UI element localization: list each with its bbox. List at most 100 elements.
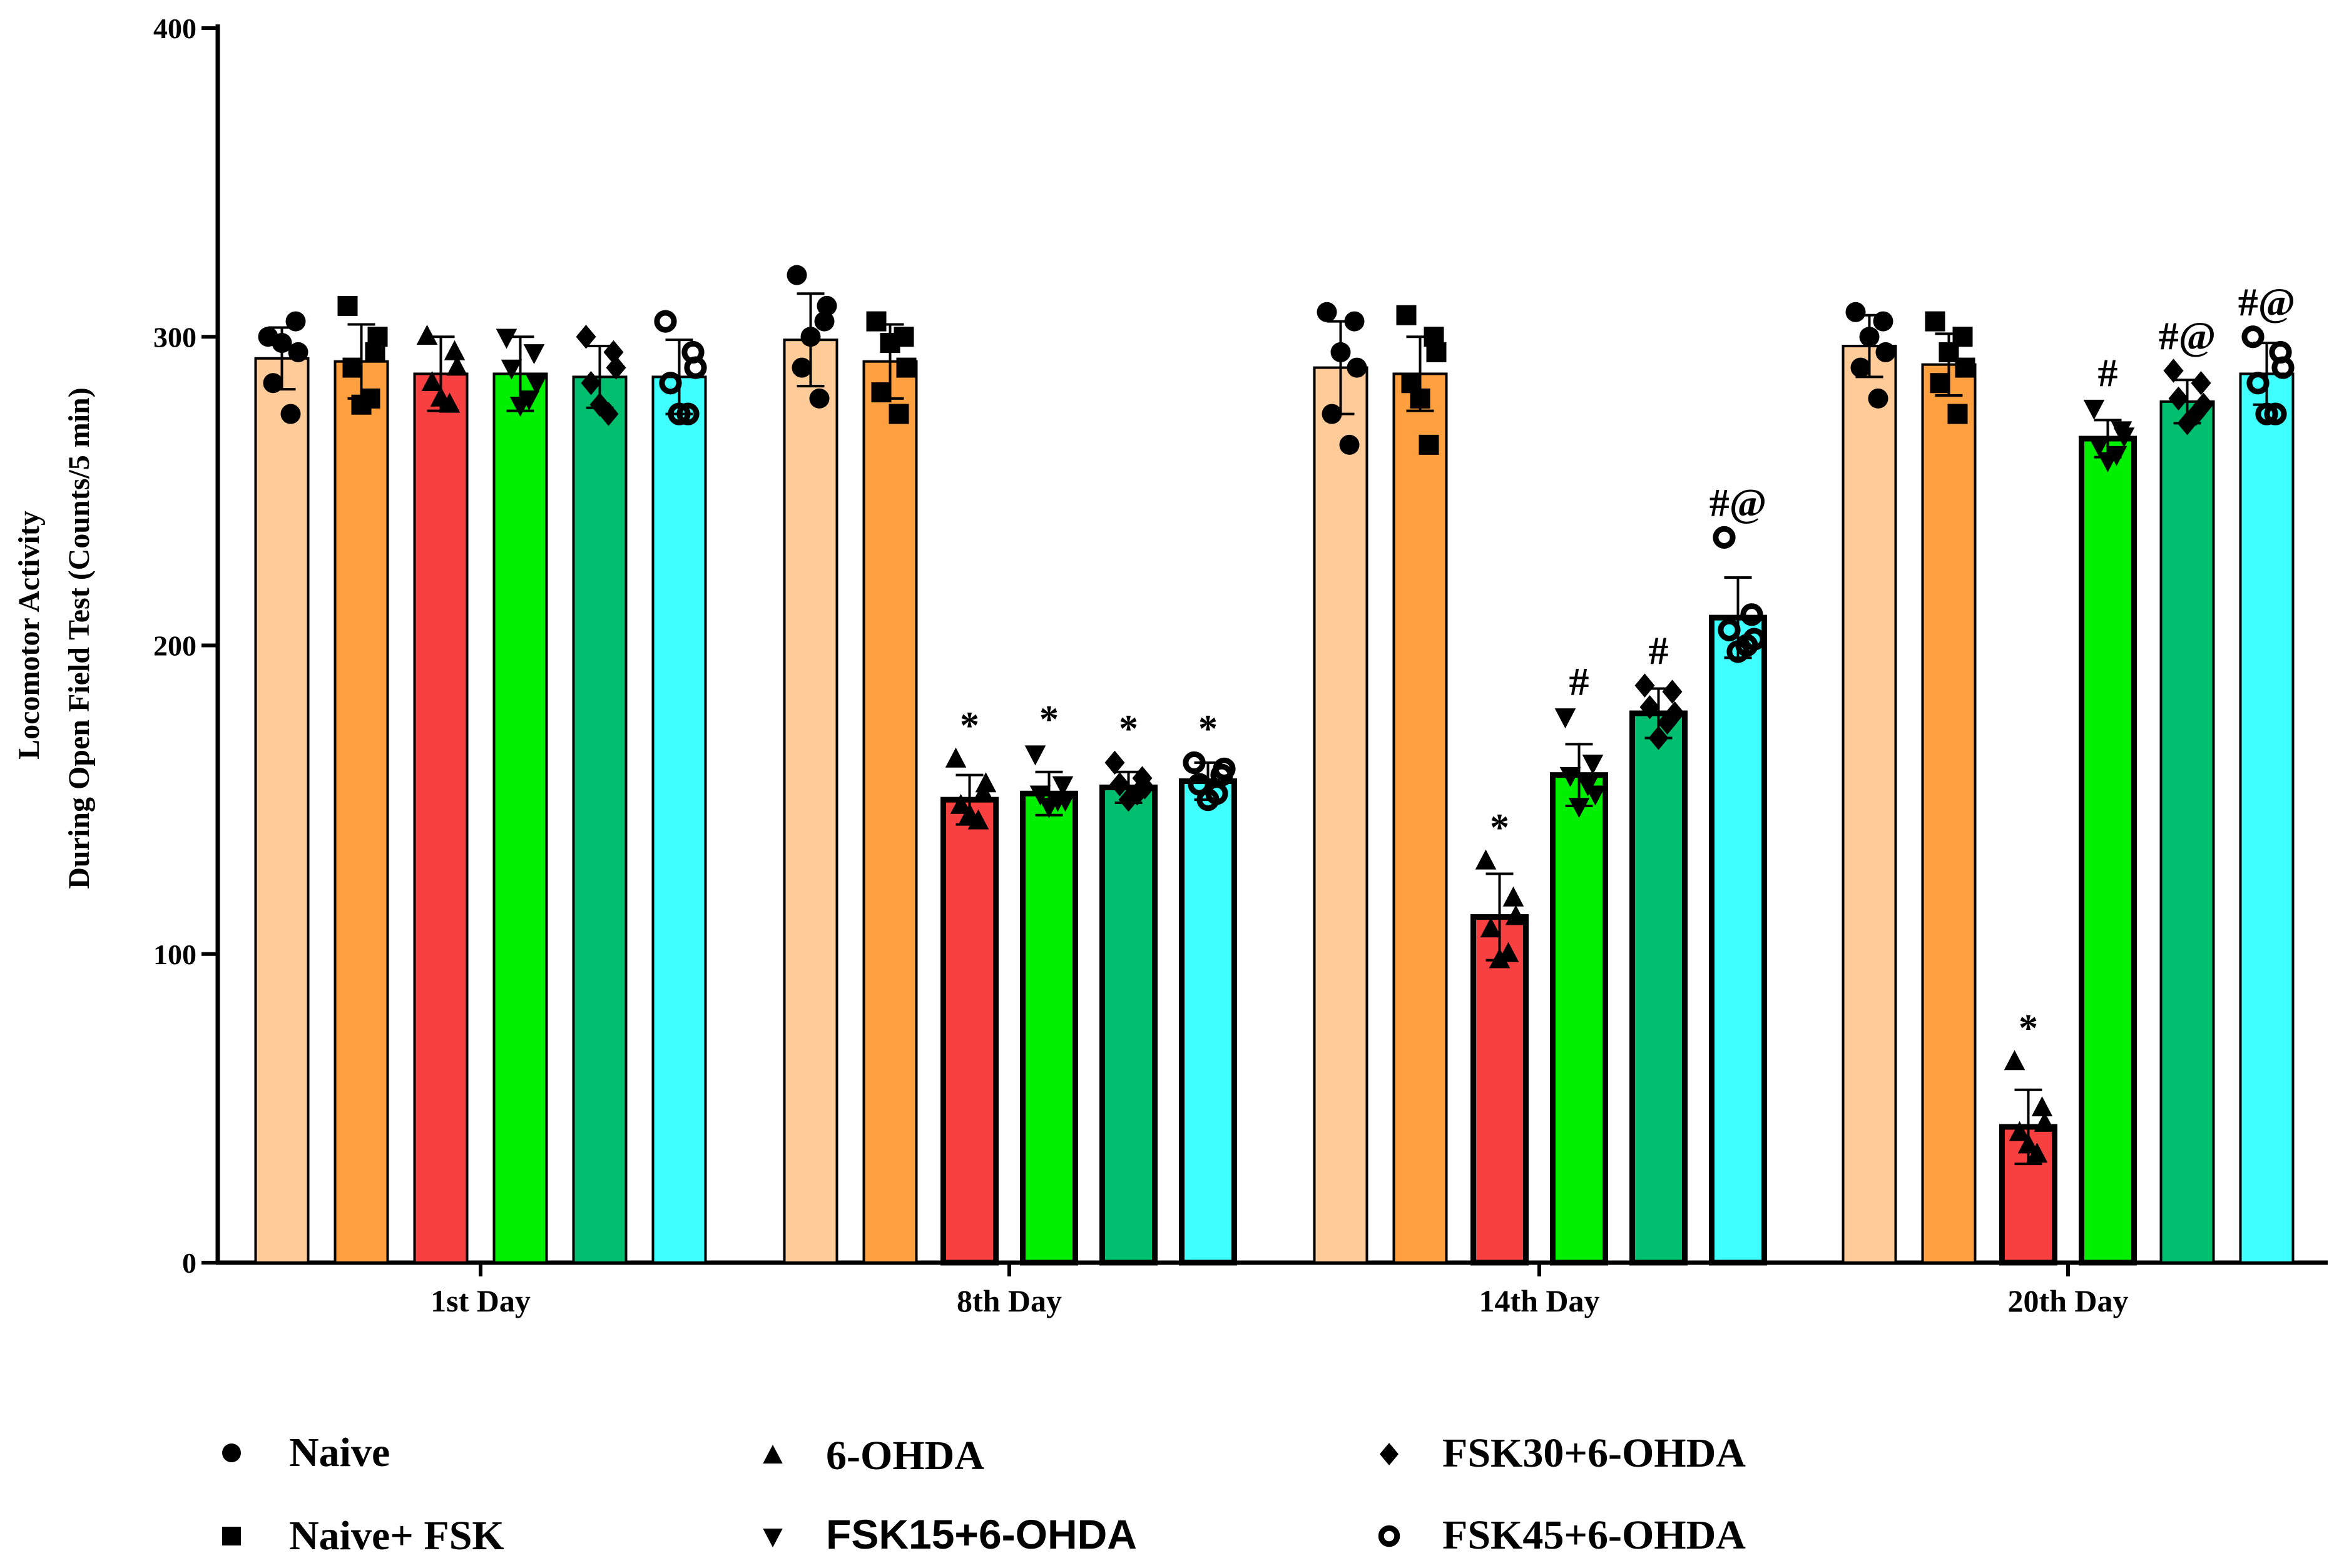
data-point-triangle-up [2009,1121,2031,1141]
data-point-triangle-down [1584,785,1606,806]
legend-label: 6-OHDA [826,1433,984,1479]
data-point-square [1947,404,1968,424]
data-point-circle [809,388,830,409]
significance-label: # [1649,629,1669,673]
data-point-circle [787,265,807,285]
data-point-square [367,327,388,347]
data-point-diamond [1118,787,1139,812]
data-point-square [337,295,358,316]
data-point-square [871,382,892,403]
data-point-triangle-down [523,344,545,365]
significance-label: # [1569,659,1589,704]
data-point-diamond [2168,386,2189,411]
data-point-circle [792,357,812,378]
data-point-triangle-up [446,355,468,376]
data-point-diamond [1639,695,1660,720]
data-point-triangle-down [526,375,548,395]
data-point-circle [800,327,821,347]
significance-label: * [1490,807,1509,849]
data-point-circle [280,404,301,424]
data-point-circle [263,373,283,394]
data-point-diamond [2193,392,2214,417]
legend-label: Naive [289,1430,390,1475]
y-axis-label-line2: During Open Field Test (Counts/5 min) [63,387,96,888]
y-tick-label: 300 [153,321,196,353]
bar [572,375,628,1264]
data-point-circle [1850,357,1871,378]
labels-group: Locomotor Activity During Open Field Tes… [13,387,96,888]
bar [254,357,310,1265]
data-point-triangle-down [1052,776,1074,797]
data-point-square [866,311,887,332]
data-point-diamond [576,325,596,349]
data-point-triangle-down [2088,437,2110,457]
data-point-triangle-up [2017,1133,2039,1154]
significance-label: * [1039,698,1059,741]
data-point-square [880,333,900,354]
bar [940,797,999,1266]
data-point-open-circle [2271,356,2295,379]
data-point-diamond [1104,750,1125,775]
data-point-diamond [2163,359,2184,383]
data-point-square [351,394,372,415]
x-tick-label: 14th Day [1479,1283,1599,1318]
data-point-triangle-down [2113,427,2135,448]
bar [492,372,548,1265]
data-point-triangle-up [1505,905,1527,925]
y-tick-label: 200 [153,630,196,662]
data-point-triangle-up [444,340,466,360]
bar [1709,614,1767,1266]
data-point-circle [1344,311,1365,332]
bar [1392,372,1448,1265]
significance-label: * [960,705,979,747]
data-point-square [342,357,363,378]
data-point-triangle-up [763,1445,783,1464]
data-point-triangle-down [2097,452,2119,472]
bar [413,372,469,1265]
x-tick-label: 1st Day [431,1283,531,1318]
data-point-circle [1868,388,1888,409]
data-point-diamond [1662,680,1683,704]
bar [1842,345,1897,1264]
y-axis-label-line1: Locomotor Activity [13,511,46,760]
data-point-square [222,1527,241,1545]
legend-label: Naive+ FSK [289,1513,504,1559]
data-point-triangle-up [421,371,443,392]
significance-label: #@ [1710,481,1767,525]
data-point-triangle-down [496,328,517,349]
data-point-triangle-down [1038,798,1060,818]
data-point-open-circle [1740,603,1763,626]
data-point-triangle-down [509,396,531,417]
data-point-triangle-up [2031,1096,2053,1117]
data-point-square [1419,434,1439,455]
data-point-open-circle [676,402,700,425]
data-point-circle [1347,357,1367,378]
bar [1099,784,1158,1266]
data-point-diamond [606,355,626,380]
data-point-triangle-down [1024,745,1046,766]
data-point-diamond [1634,673,1655,698]
data-point-circle [1322,404,1342,424]
legend-label: FSK30+6-OHDA [1442,1430,1746,1476]
data-point-circle [272,333,292,354]
data-point-circle [288,342,308,362]
x-tick-label: 20th Day [2007,1283,2128,1318]
data-point-triangle-down [1554,708,1576,729]
data-point-square [1396,305,1417,325]
data-point-triangle-up [950,793,972,814]
data-point-open-circle [654,310,677,333]
data-point-open-circle [684,356,707,379]
data-point-diamond [2177,411,2198,435]
data-point-circle [1845,302,1866,322]
data-point-diamond [581,371,601,395]
data-point-circle [1873,311,1893,332]
x-tick-label: 8th Day [957,1283,1062,1318]
data-point-open-circle [2255,402,2278,425]
data-point-triangle-down [518,390,540,411]
data-point-circle [1317,302,1337,322]
data-point-open-circle [2246,372,2270,395]
data-point-triangle-up [416,325,438,345]
data-point-diamond [1380,1443,1399,1465]
data-point-triangle-down [501,359,522,380]
